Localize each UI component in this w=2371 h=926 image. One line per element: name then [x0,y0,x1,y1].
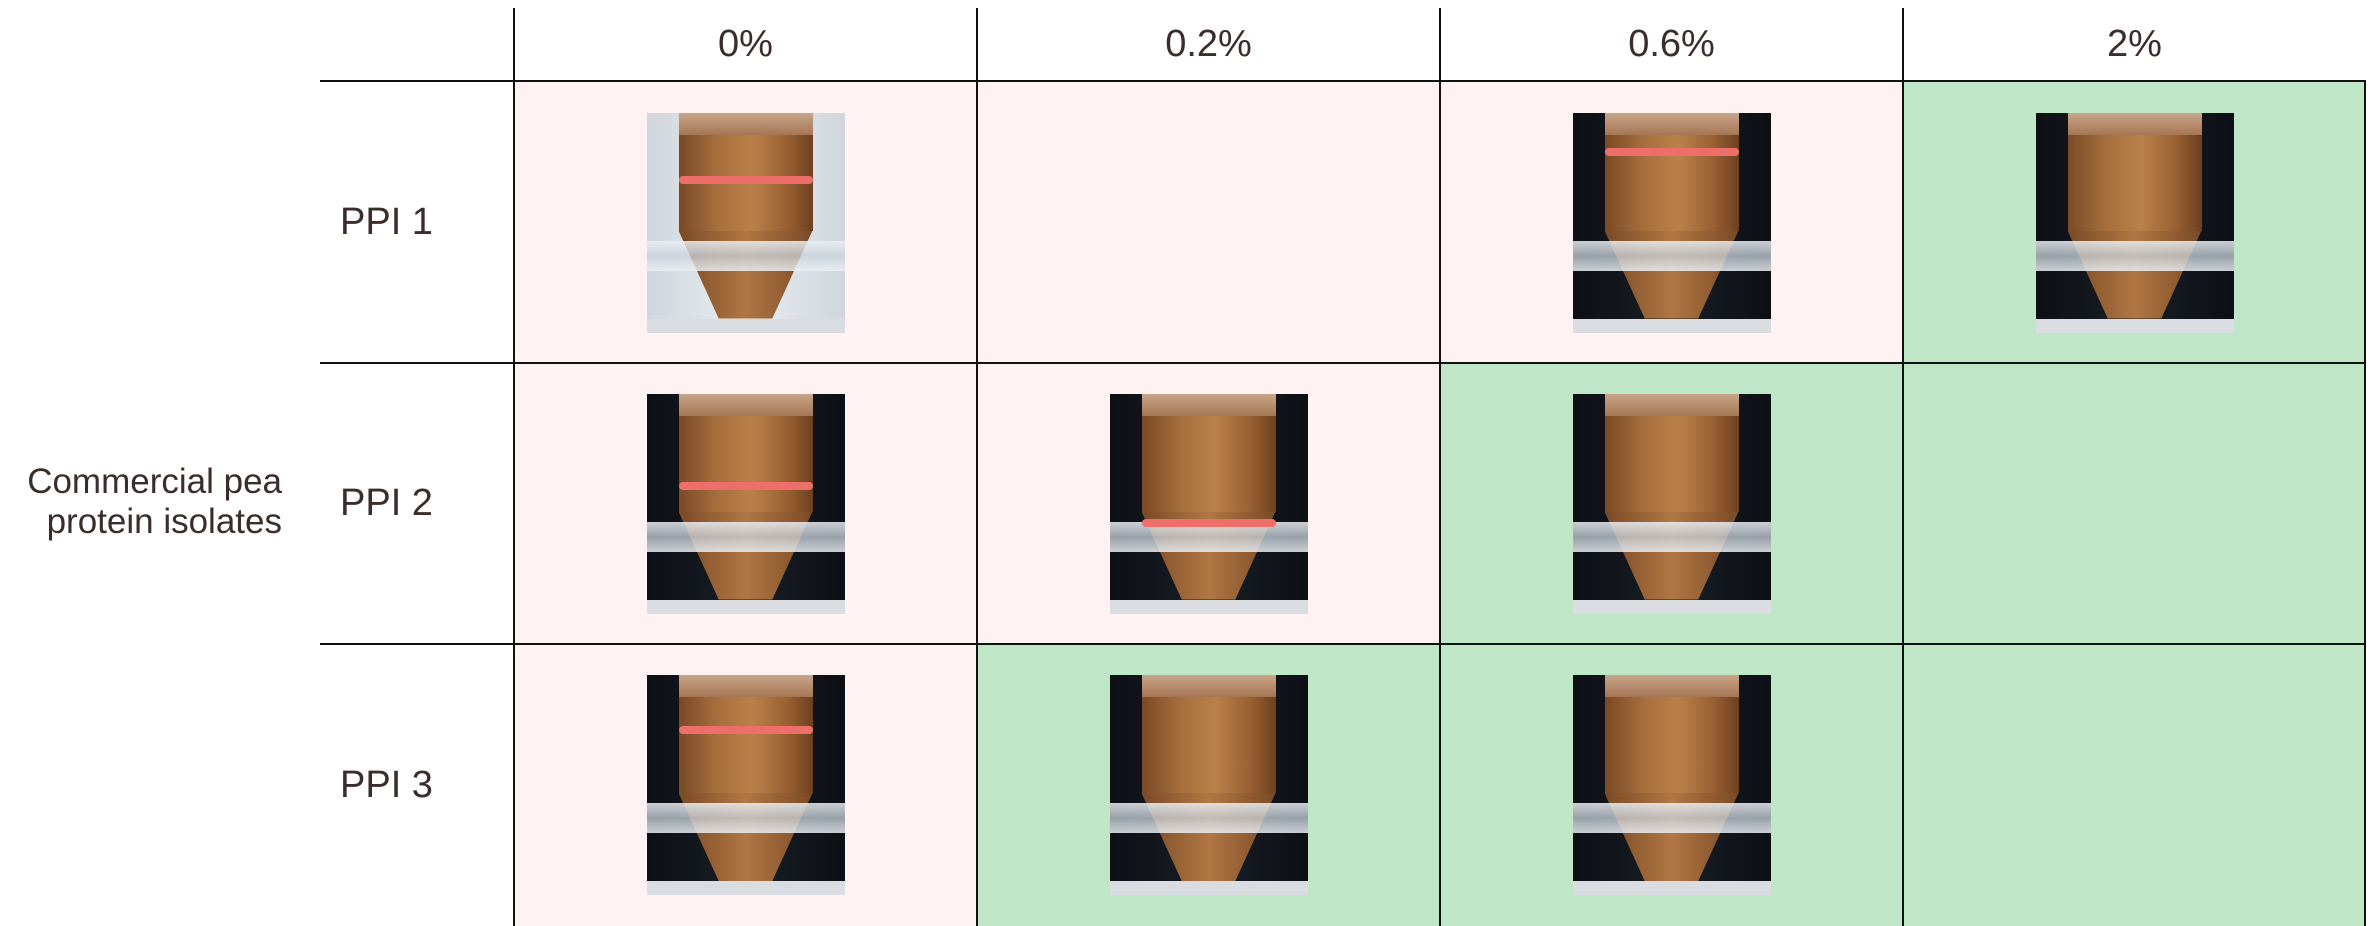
column-header-2: 0.2% [1165,22,1252,65]
column-divider [2364,82,2366,926]
column-divider [1439,8,1441,926]
row-divider [320,362,2366,364]
cell-r3-c3 [1440,644,1903,926]
cell-r3-c2 [977,644,1440,926]
column-header-4: 2% [2107,22,2162,65]
cell-r1-c2 [977,82,1440,363]
row-divider [320,643,2366,645]
column-divider [513,8,515,926]
cell-r1-c1 [514,82,977,363]
separation-line-marker [1141,518,1276,527]
column-header-1: 0% [718,22,773,65]
cell-r2-c3 [1440,363,1903,644]
row-header-2: PPI 2 [340,482,433,524]
sample-tube-photo [2035,112,2234,333]
sample-tube-photo [1572,675,1771,895]
header-divider [320,80,2366,82]
side-label-line-2: protein isolates [46,502,282,541]
cell-r1-c3 [1440,82,1903,363]
sample-tube-photo [1572,393,1771,614]
cell-r1-c4 [1903,82,2366,363]
sample-tube-photo [646,675,845,895]
sample-tube-photo [646,112,845,333]
side-label: Commercial pea protein isolates [0,462,282,542]
cell-r2-c2 [977,363,1440,644]
sample-tube-photo [646,393,845,614]
cell-r2-c4 [1903,363,2366,644]
cell-r2-c1 [514,363,977,644]
sample-tube-photo [1572,112,1771,333]
separation-line-marker [678,725,813,734]
sample-tube-photo [1109,393,1308,614]
separation-line-marker [678,481,813,490]
row-header-3: PPI 3 [340,763,433,806]
row-header-1: PPI 1 [340,201,433,243]
cell-r3-c4 [1903,644,2366,926]
column-header-3: 0.6% [1628,22,1715,65]
side-label-line-1: Commercial pea [27,462,282,501]
separation-line-marker [1604,147,1739,156]
column-divider [1902,8,1904,926]
cell-r3-c1 [514,644,977,926]
separation-line-marker [678,176,813,185]
column-divider [976,8,978,926]
sample-tube-photo [1109,675,1308,895]
